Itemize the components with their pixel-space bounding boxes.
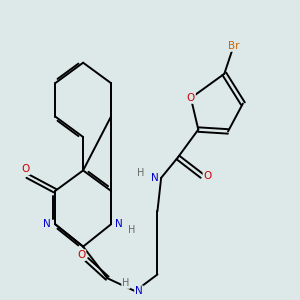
Text: O: O bbox=[21, 164, 30, 174]
Text: O: O bbox=[77, 250, 86, 260]
Text: N: N bbox=[115, 219, 123, 229]
Text: O: O bbox=[203, 171, 212, 181]
Text: N: N bbox=[135, 286, 143, 296]
Text: H: H bbox=[122, 278, 130, 288]
Text: H: H bbox=[137, 168, 144, 178]
Text: Br: Br bbox=[228, 41, 239, 51]
Text: N: N bbox=[151, 173, 158, 183]
Text: O: O bbox=[187, 93, 195, 103]
Text: N: N bbox=[43, 219, 51, 229]
Text: H: H bbox=[128, 225, 135, 235]
